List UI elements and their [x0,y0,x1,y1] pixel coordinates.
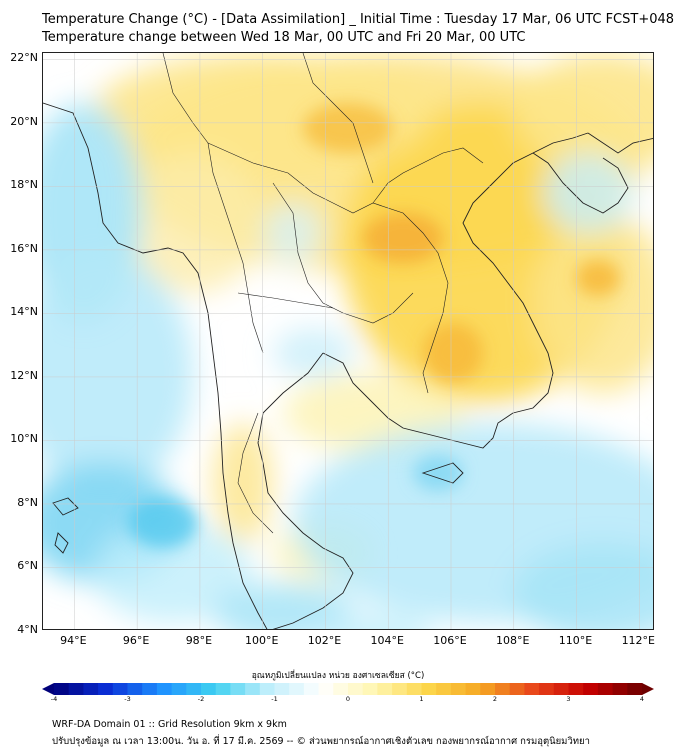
colorbar-segment [568,683,584,695]
colorbar-segment [68,683,84,695]
lon-label: 106°E [433,634,467,647]
colorbar-segment [98,683,114,695]
colorbar-segment [230,683,246,695]
colorbar-segment [392,683,408,695]
colorbar-segment [318,683,334,695]
colorbar-tick-label: 3 [566,695,571,703]
lon-label: 112°E [621,634,656,647]
colorbar-segment [186,683,202,695]
colorbar-segment [553,683,569,695]
lat-label: 22°N [10,51,38,65]
lat-label: 20°N [10,114,38,128]
colorbar-tick-label: -1 [271,695,278,703]
colorbar-segment [201,683,217,695]
colorbar-segment [421,683,437,695]
colorbar-segment [54,683,70,695]
lon-label: 108°E [496,634,530,647]
colorbar-tick-label: 0 [345,695,351,703]
temperature-field [43,53,653,629]
colorbar-segment [127,683,143,695]
colorbar-segment [333,683,349,695]
lon-label: 96°E [122,634,150,647]
colorbar-segment [215,683,231,695]
colorbar-graphic [42,683,654,695]
map-canvas [43,53,653,629]
colorbar-segment [112,683,128,695]
colorbar-tick-label: 4 [639,695,645,703]
colorbar-segment [450,683,467,695]
coastlines [43,102,653,629]
colorbar-segment [156,683,173,695]
colorbar-segment [583,683,599,695]
colorbar-tick-label: 1 [419,695,424,703]
lon-label: 104°E [370,634,404,647]
colorbar-segment [612,683,628,695]
lat-label: 16°N [10,241,38,255]
graticule [43,53,653,629]
colorbar-segment [83,683,99,695]
lon-label: 94°E [60,634,87,647]
colorbar-segment [274,683,290,695]
country-borders [162,53,484,534]
temperature-change-map [42,52,654,630]
lat-label: 6°N [17,559,38,573]
colorbar-segment [436,683,452,695]
lat-label: 14°N [10,305,38,319]
colorbar-tick-label: 2 [492,695,498,703]
colorbar-segment [259,683,275,695]
colorbar-segment [171,683,187,695]
map-title: Temperature Change (°C) - [Data Assimila… [42,12,675,27]
colorbar-segment [245,683,261,695]
lat-label: 8°N [17,495,38,509]
lon-label: 98°E [185,634,213,647]
colorbar-segment [480,683,496,695]
colorbar-tick-label: -3 [124,695,131,703]
colorbar-segment [142,683,158,695]
lat-label: 18°N [10,178,38,192]
colorbar-segment [377,683,393,695]
lon-label: 100°E [244,634,279,647]
colorbar-segment [495,683,511,695]
colorbar-segment [627,683,643,695]
colorbar-min-arrow [42,683,54,695]
colorbar-max-arrow [642,683,654,695]
colorbar-segment [406,683,422,695]
lon-label: 102°E [307,634,342,647]
colorbar-tick-label: -2 [197,695,205,703]
model-info: WRF-DA Domain 01 :: Grid Resolution 9km … [52,719,287,730]
colorbar-segment [539,683,555,695]
colorbar [42,680,654,695]
colorbar-segment [465,683,481,695]
colorbar-label: อุณหภูมิเปลี่ยนแปลง หน่วย องศาเซลเซียส (… [251,671,425,681]
colorbar-segment [524,683,540,695]
lon-label: 110°E [558,634,593,647]
colorbar-segment [362,683,378,695]
colorbar-segment [348,683,364,695]
colorbar-segment [303,683,320,695]
colorbar-tick-label: -4 [50,695,58,703]
colorbar-segment [597,683,614,695]
update-info: ปรับปรุงข้อมูล ณ เวลา 13:00น. วัน อ. ที่… [52,736,590,747]
colorbar-segment [289,683,305,695]
map-subtitle: Temperature change between Wed 18 Mar, 0… [42,30,526,45]
colorbar-segment [509,683,525,695]
lat-label: 12°N [10,368,38,382]
lat-label: 10°N [10,432,38,446]
lat-label: 4°N [17,623,38,636]
